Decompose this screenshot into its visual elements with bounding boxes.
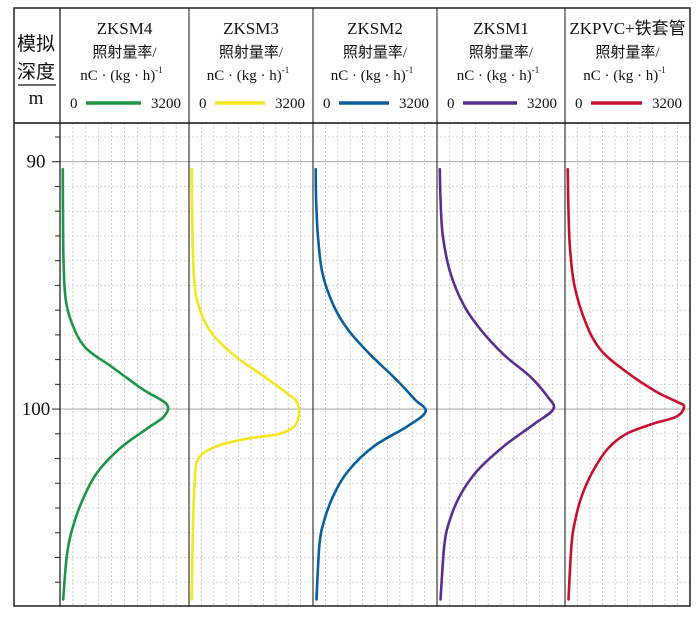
axis-quantity-label: 照射量率/ bbox=[92, 44, 157, 61]
x-range-max-label: 3200 bbox=[399, 96, 429, 112]
x-range-max-label: 3200 bbox=[275, 96, 305, 112]
axis-unit-label: nC · (kg · h)-1 bbox=[583, 65, 666, 84]
series-curve-3 bbox=[314, 167, 427, 601]
x-range-max-label: 3200 bbox=[652, 96, 682, 112]
series-curve-2 bbox=[190, 167, 301, 601]
series-name-label: ZKPVC+铁套管 bbox=[569, 19, 685, 38]
depth-tick-label: 90 bbox=[27, 152, 46, 173]
series-curve-5 bbox=[566, 167, 686, 601]
series-curve-4 bbox=[438, 167, 556, 601]
axis-unit-exponent: -1 bbox=[532, 65, 540, 75]
grid-layer bbox=[60, 123, 690, 606]
axis-unit-exponent: -1 bbox=[155, 65, 163, 75]
axis-unit-label: nC · (kg · h)-1 bbox=[457, 65, 540, 84]
x-range-min-label: 0 bbox=[323, 96, 331, 112]
series-name-label: ZKSM4 bbox=[97, 19, 153, 38]
curve-layer bbox=[61, 167, 686, 601]
axis-unit-label: nC · (kg · h)-1 bbox=[331, 65, 414, 84]
depth-header-line1: 模拟 bbox=[17, 33, 55, 55]
axis-quantity-label: 照射量率/ bbox=[343, 44, 408, 61]
x-range-min-label: 0 bbox=[199, 96, 207, 112]
axis-unit-exponent: -1 bbox=[282, 65, 290, 75]
series-name-label: ZKSM3 bbox=[223, 19, 279, 38]
x-range-min-label: 0 bbox=[447, 96, 455, 112]
series-name-label: ZKSM1 bbox=[473, 19, 529, 38]
x-range-max-label: 3200 bbox=[527, 96, 557, 112]
x-range-min-label: 0 bbox=[70, 96, 78, 112]
axis-unit-label: nC · (kg · h)-1 bbox=[80, 65, 163, 84]
axis-unit-exponent: -1 bbox=[406, 65, 414, 75]
frame-layer bbox=[13, 7, 691, 607]
series-name-label: ZKSM2 bbox=[347, 19, 403, 38]
depth-header-line2: 深度 bbox=[17, 61, 55, 83]
outer-frame bbox=[13, 7, 691, 607]
series-curve-1 bbox=[61, 167, 170, 601]
depth-header-line3: m bbox=[29, 88, 44, 109]
tick-layer: 90 100 bbox=[22, 136, 60, 583]
x-range-min-label: 0 bbox=[575, 96, 583, 112]
axis-unit-label: nC · (kg · h)-1 bbox=[207, 65, 290, 84]
depth-tick-label: 100 bbox=[22, 399, 51, 420]
axis-unit-exponent: -1 bbox=[658, 65, 666, 75]
x-range-max-label: 3200 bbox=[151, 96, 181, 112]
axis-quantity-label: 照射量率/ bbox=[219, 44, 284, 61]
axis-quantity-label: 照射量率/ bbox=[469, 44, 534, 61]
axis-quantity-label: 照射量率/ bbox=[595, 44, 660, 61]
